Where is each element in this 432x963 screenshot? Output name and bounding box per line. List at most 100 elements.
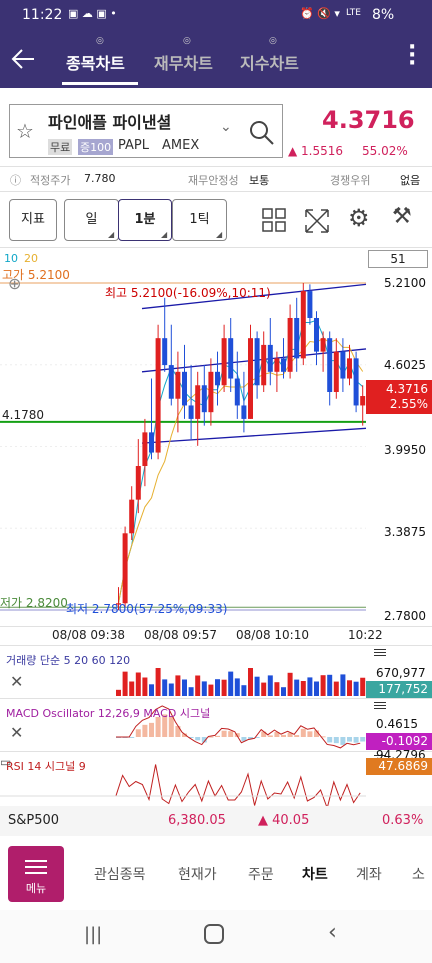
tools-icon[interactable]: ⚒ bbox=[392, 204, 412, 229]
macd-menu-icon[interactable] bbox=[374, 702, 386, 709]
volume-bar bbox=[287, 672, 293, 696]
macd-bar bbox=[333, 737, 339, 744]
menu-button[interactable]: 메뉴 bbox=[8, 846, 64, 902]
candle-body bbox=[149, 432, 154, 453]
active-tab-indicator bbox=[62, 82, 138, 85]
volume-bar bbox=[162, 679, 168, 696]
close-volume-icon[interactable]: ✕ bbox=[10, 672, 24, 691]
macd-bar bbox=[228, 731, 234, 737]
indicator-button[interactable]: 지표 bbox=[9, 199, 57, 241]
macd-bar bbox=[353, 737, 359, 743]
volume-bar bbox=[320, 675, 326, 696]
rsi-signal-badge: 47.6869 bbox=[366, 758, 432, 775]
candle-body bbox=[175, 371, 181, 399]
home-icon[interactable] bbox=[204, 924, 224, 944]
x-axis: 08/08 09:38 08/08 09:57 08/08 10:10 10:2… bbox=[0, 627, 432, 645]
current-price: 4.3716 bbox=[322, 106, 415, 134]
candle-body bbox=[274, 358, 280, 372]
settings-gear-icon[interactable]: ⚙ bbox=[348, 204, 370, 232]
ma10-label: 10 bbox=[4, 252, 18, 265]
corner-arrow-icon: ◢ bbox=[108, 230, 115, 239]
volume-bar bbox=[254, 676, 260, 696]
fullscreen-icon[interactable] bbox=[304, 208, 330, 234]
ticker: PAPL bbox=[118, 138, 149, 153]
macd-panel[interactable]: MACD Oscillator 12,26,9 MACD 시그널 ✕ 0.461… bbox=[0, 699, 432, 751]
nav-watchlist[interactable]: 관심종목 bbox=[94, 867, 146, 883]
more-menu-icon[interactable]: · · · bbox=[408, 35, 417, 76]
volume-bar bbox=[294, 679, 300, 696]
nav-account[interactable]: 계좌 bbox=[356, 867, 382, 883]
index-ticker-bar[interactable]: S&P500 6,380.05 ▲ 40.05 0.63% bbox=[0, 806, 432, 836]
candle-body bbox=[116, 603, 121, 605]
macd-bar bbox=[195, 737, 201, 741]
recent-apps-icon[interactable]: ||| bbox=[84, 924, 103, 945]
zoom-in-icon[interactable]: ⊕ bbox=[8, 274, 22, 293]
nav-order[interactable]: 주문 bbox=[248, 867, 274, 883]
divider bbox=[0, 247, 432, 248]
exchange: AMEX bbox=[162, 138, 200, 153]
volume-bar bbox=[261, 682, 267, 696]
nav-chart[interactable]: 차트 bbox=[302, 867, 328, 883]
tab-index-chart[interactable]: 지수차트 bbox=[240, 54, 299, 73]
volume-menu-icon[interactable] bbox=[374, 649, 386, 656]
competitive-advantage-value: 없음 bbox=[400, 174, 421, 187]
day-high-label: 고가 5.2100 bbox=[2, 268, 70, 282]
min-note: 최저 2.7800(57.25%,09:33) bbox=[66, 602, 228, 616]
tab-stock-chart[interactable]: 종목차트 bbox=[66, 54, 125, 73]
candle-body bbox=[327, 338, 333, 392]
macd-bar bbox=[274, 732, 280, 737]
nav-current-price[interactable]: 현재가 bbox=[178, 867, 217, 883]
volume-current-badge: 177,752 bbox=[366, 681, 432, 698]
candle-body bbox=[188, 405, 194, 419]
margin-tag: 증100 bbox=[78, 139, 114, 155]
rsi-line bbox=[115, 764, 361, 808]
macd-bar bbox=[347, 737, 352, 742]
volume-panel[interactable]: 거래량 단순 5 20 60 120 ✕ 670,977 177,752 bbox=[0, 646, 432, 698]
tab-dot-icon: ◎ bbox=[269, 36, 277, 46]
nav-more[interactable]: 소 bbox=[412, 867, 425, 883]
tick-button[interactable]: 1틱 bbox=[172, 199, 227, 241]
help-icon[interactable]: ⓘ bbox=[10, 174, 21, 187]
search-icon[interactable] bbox=[248, 119, 276, 147]
minute-button[interactable]: 1분 bbox=[118, 199, 172, 241]
candle-count[interactable]: 51 bbox=[368, 250, 428, 268]
stock-name: 파인애플 파이낸셜 bbox=[48, 113, 172, 132]
macd-value: 0.4615 bbox=[376, 717, 418, 731]
volume-bar bbox=[168, 683, 174, 696]
volume-bar bbox=[281, 687, 286, 696]
back-icon[interactable]: ‹ bbox=[328, 920, 337, 945]
hamburger-icon bbox=[25, 860, 47, 874]
divider bbox=[0, 645, 432, 646]
notification-icons: ▣ ☁ ▣ • bbox=[68, 7, 117, 20]
tab-finance-chart[interactable]: 재무차트 bbox=[154, 54, 213, 73]
macd-bar bbox=[327, 737, 333, 743]
rsi-minimize-icon[interactable]: ▭ bbox=[0, 755, 12, 769]
close-macd-icon[interactable]: ✕ bbox=[10, 723, 24, 742]
favorite-star-icon[interactable]: ☆ bbox=[16, 119, 34, 143]
stock-selector[interactable]: ☆ 파인애플 파이낸셜 무료 증100 PAPL AMEX ⌄ bbox=[9, 104, 283, 158]
candle-body bbox=[333, 351, 339, 392]
price-chart[interactable]: 10 20 고가 5.2100 ⊕ 51 최고 5.2100(-16.09%,1… bbox=[0, 248, 432, 628]
rsi-panel[interactable]: RSI 14 시그널 9 ▭ 94.2796 47.6869 bbox=[0, 748, 432, 808]
volume-bar bbox=[208, 684, 214, 696]
volume-bar bbox=[241, 685, 247, 696]
back-arrow-icon[interactable] bbox=[10, 46, 36, 72]
battery-level: 8% bbox=[372, 7, 395, 23]
signal-label: LTE bbox=[346, 8, 361, 18]
volume-bar bbox=[142, 677, 148, 696]
daily-button[interactable]: 일 bbox=[64, 199, 119, 241]
bottom-navigation: 메뉴 bbox=[0, 836, 432, 910]
candlestick-chart[interactable] bbox=[0, 248, 432, 628]
volume-bar bbox=[221, 679, 227, 696]
volume-bar bbox=[215, 679, 220, 696]
candle-body bbox=[347, 358, 352, 379]
macd-bar bbox=[287, 732, 293, 737]
grid-layout-icon[interactable] bbox=[262, 208, 286, 232]
volume-max-value: 670,977 bbox=[376, 666, 426, 680]
y-tick-label: 4.6025 bbox=[384, 358, 426, 372]
macd-bar bbox=[175, 726, 181, 737]
chevron-down-icon[interactable]: ⌄ bbox=[220, 119, 232, 135]
volume-bar bbox=[333, 681, 339, 696]
macd-bar bbox=[294, 735, 300, 737]
tab-dot-icon: ◎ bbox=[96, 36, 104, 46]
